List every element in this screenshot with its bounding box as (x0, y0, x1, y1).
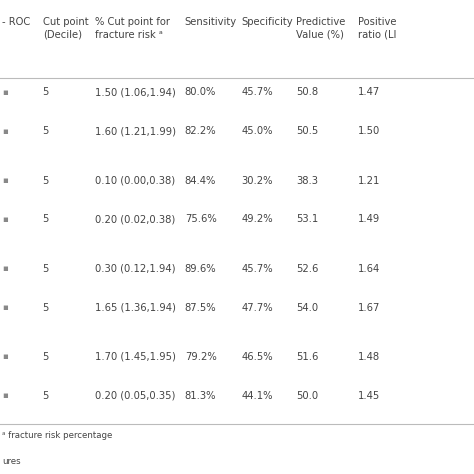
Text: 5: 5 (43, 391, 49, 401)
Text: 84.4%: 84.4% (185, 175, 216, 186)
Text: Specificity: Specificity (242, 17, 293, 27)
Text: Sensitivity: Sensitivity (185, 17, 237, 27)
Text: 1.49: 1.49 (358, 214, 380, 225)
Text: 1.50: 1.50 (358, 126, 380, 137)
Text: 45.0%: 45.0% (242, 126, 273, 137)
Text: 52.6: 52.6 (296, 264, 319, 274)
Text: 0.10 (0.00,0.38): 0.10 (0.00,0.38) (95, 175, 175, 186)
Text: 0.20 (0.05,0.35): 0.20 (0.05,0.35) (95, 391, 175, 401)
Text: 46.5%: 46.5% (242, 352, 273, 362)
Text: 49.2%: 49.2% (242, 214, 273, 225)
Text: 1.67: 1.67 (358, 302, 380, 313)
Text: 45.7%: 45.7% (242, 87, 273, 98)
Text: 5: 5 (43, 87, 49, 98)
Text: 5: 5 (43, 352, 49, 362)
Text: Positive
ratio (LI: Positive ratio (LI (358, 17, 396, 40)
Text: ▪: ▪ (2, 215, 8, 224)
Text: ᵃ fracture risk percentage: ᵃ fracture risk percentage (2, 431, 113, 440)
Text: ▪: ▪ (2, 392, 8, 400)
Text: 87.5%: 87.5% (185, 302, 217, 313)
Text: 80.0%: 80.0% (185, 87, 216, 98)
Text: % Cut point for
fracture risk ᵃ: % Cut point for fracture risk ᵃ (95, 17, 170, 40)
Text: 44.1%: 44.1% (242, 391, 273, 401)
Text: 1.50 (1.06,1.94): 1.50 (1.06,1.94) (95, 87, 175, 98)
Text: 50.8: 50.8 (296, 87, 319, 98)
Text: Cut point
(Decile): Cut point (Decile) (43, 17, 88, 40)
Text: 5: 5 (43, 126, 49, 137)
Text: ures: ures (2, 457, 21, 466)
Text: 50.5: 50.5 (296, 126, 319, 137)
Text: 75.6%: 75.6% (185, 214, 217, 225)
Text: 1.64: 1.64 (358, 264, 380, 274)
Text: 47.7%: 47.7% (242, 302, 273, 313)
Text: 79.2%: 79.2% (185, 352, 217, 362)
Text: 1.45: 1.45 (358, 391, 380, 401)
Text: ▪: ▪ (2, 127, 8, 136)
Text: 54.0: 54.0 (296, 302, 319, 313)
Text: 5: 5 (43, 214, 49, 225)
Text: 1.65 (1.36,1.94): 1.65 (1.36,1.94) (95, 302, 176, 313)
Text: 53.1: 53.1 (296, 214, 319, 225)
Text: 50.0: 50.0 (296, 391, 319, 401)
Text: 5: 5 (43, 175, 49, 186)
Text: - ROC: - ROC (2, 17, 31, 27)
Text: 1.48: 1.48 (358, 352, 380, 362)
Text: 1.60 (1.21,1.99): 1.60 (1.21,1.99) (95, 126, 176, 137)
Text: 38.3: 38.3 (296, 175, 318, 186)
Text: 1.47: 1.47 (358, 87, 380, 98)
Text: 51.6: 51.6 (296, 352, 319, 362)
Text: ▪: ▪ (2, 176, 8, 185)
Text: 5: 5 (43, 302, 49, 313)
Text: ▪: ▪ (2, 88, 8, 97)
Text: ▪: ▪ (2, 353, 8, 361)
Text: 89.6%: 89.6% (185, 264, 217, 274)
Text: 81.3%: 81.3% (185, 391, 216, 401)
Text: 0.20 (0.02,0.38): 0.20 (0.02,0.38) (95, 214, 175, 225)
Text: ▪: ▪ (2, 303, 8, 312)
Text: 45.7%: 45.7% (242, 264, 273, 274)
Text: 5: 5 (43, 264, 49, 274)
Text: Predictive
Value (%): Predictive Value (%) (296, 17, 346, 40)
Text: 0.30 (0.12,1.94): 0.30 (0.12,1.94) (95, 264, 175, 274)
Text: ▪: ▪ (2, 264, 8, 273)
Text: 30.2%: 30.2% (242, 175, 273, 186)
Text: 1.70 (1.45,1.95): 1.70 (1.45,1.95) (95, 352, 176, 362)
Text: 82.2%: 82.2% (185, 126, 217, 137)
Text: 1.21: 1.21 (358, 175, 380, 186)
